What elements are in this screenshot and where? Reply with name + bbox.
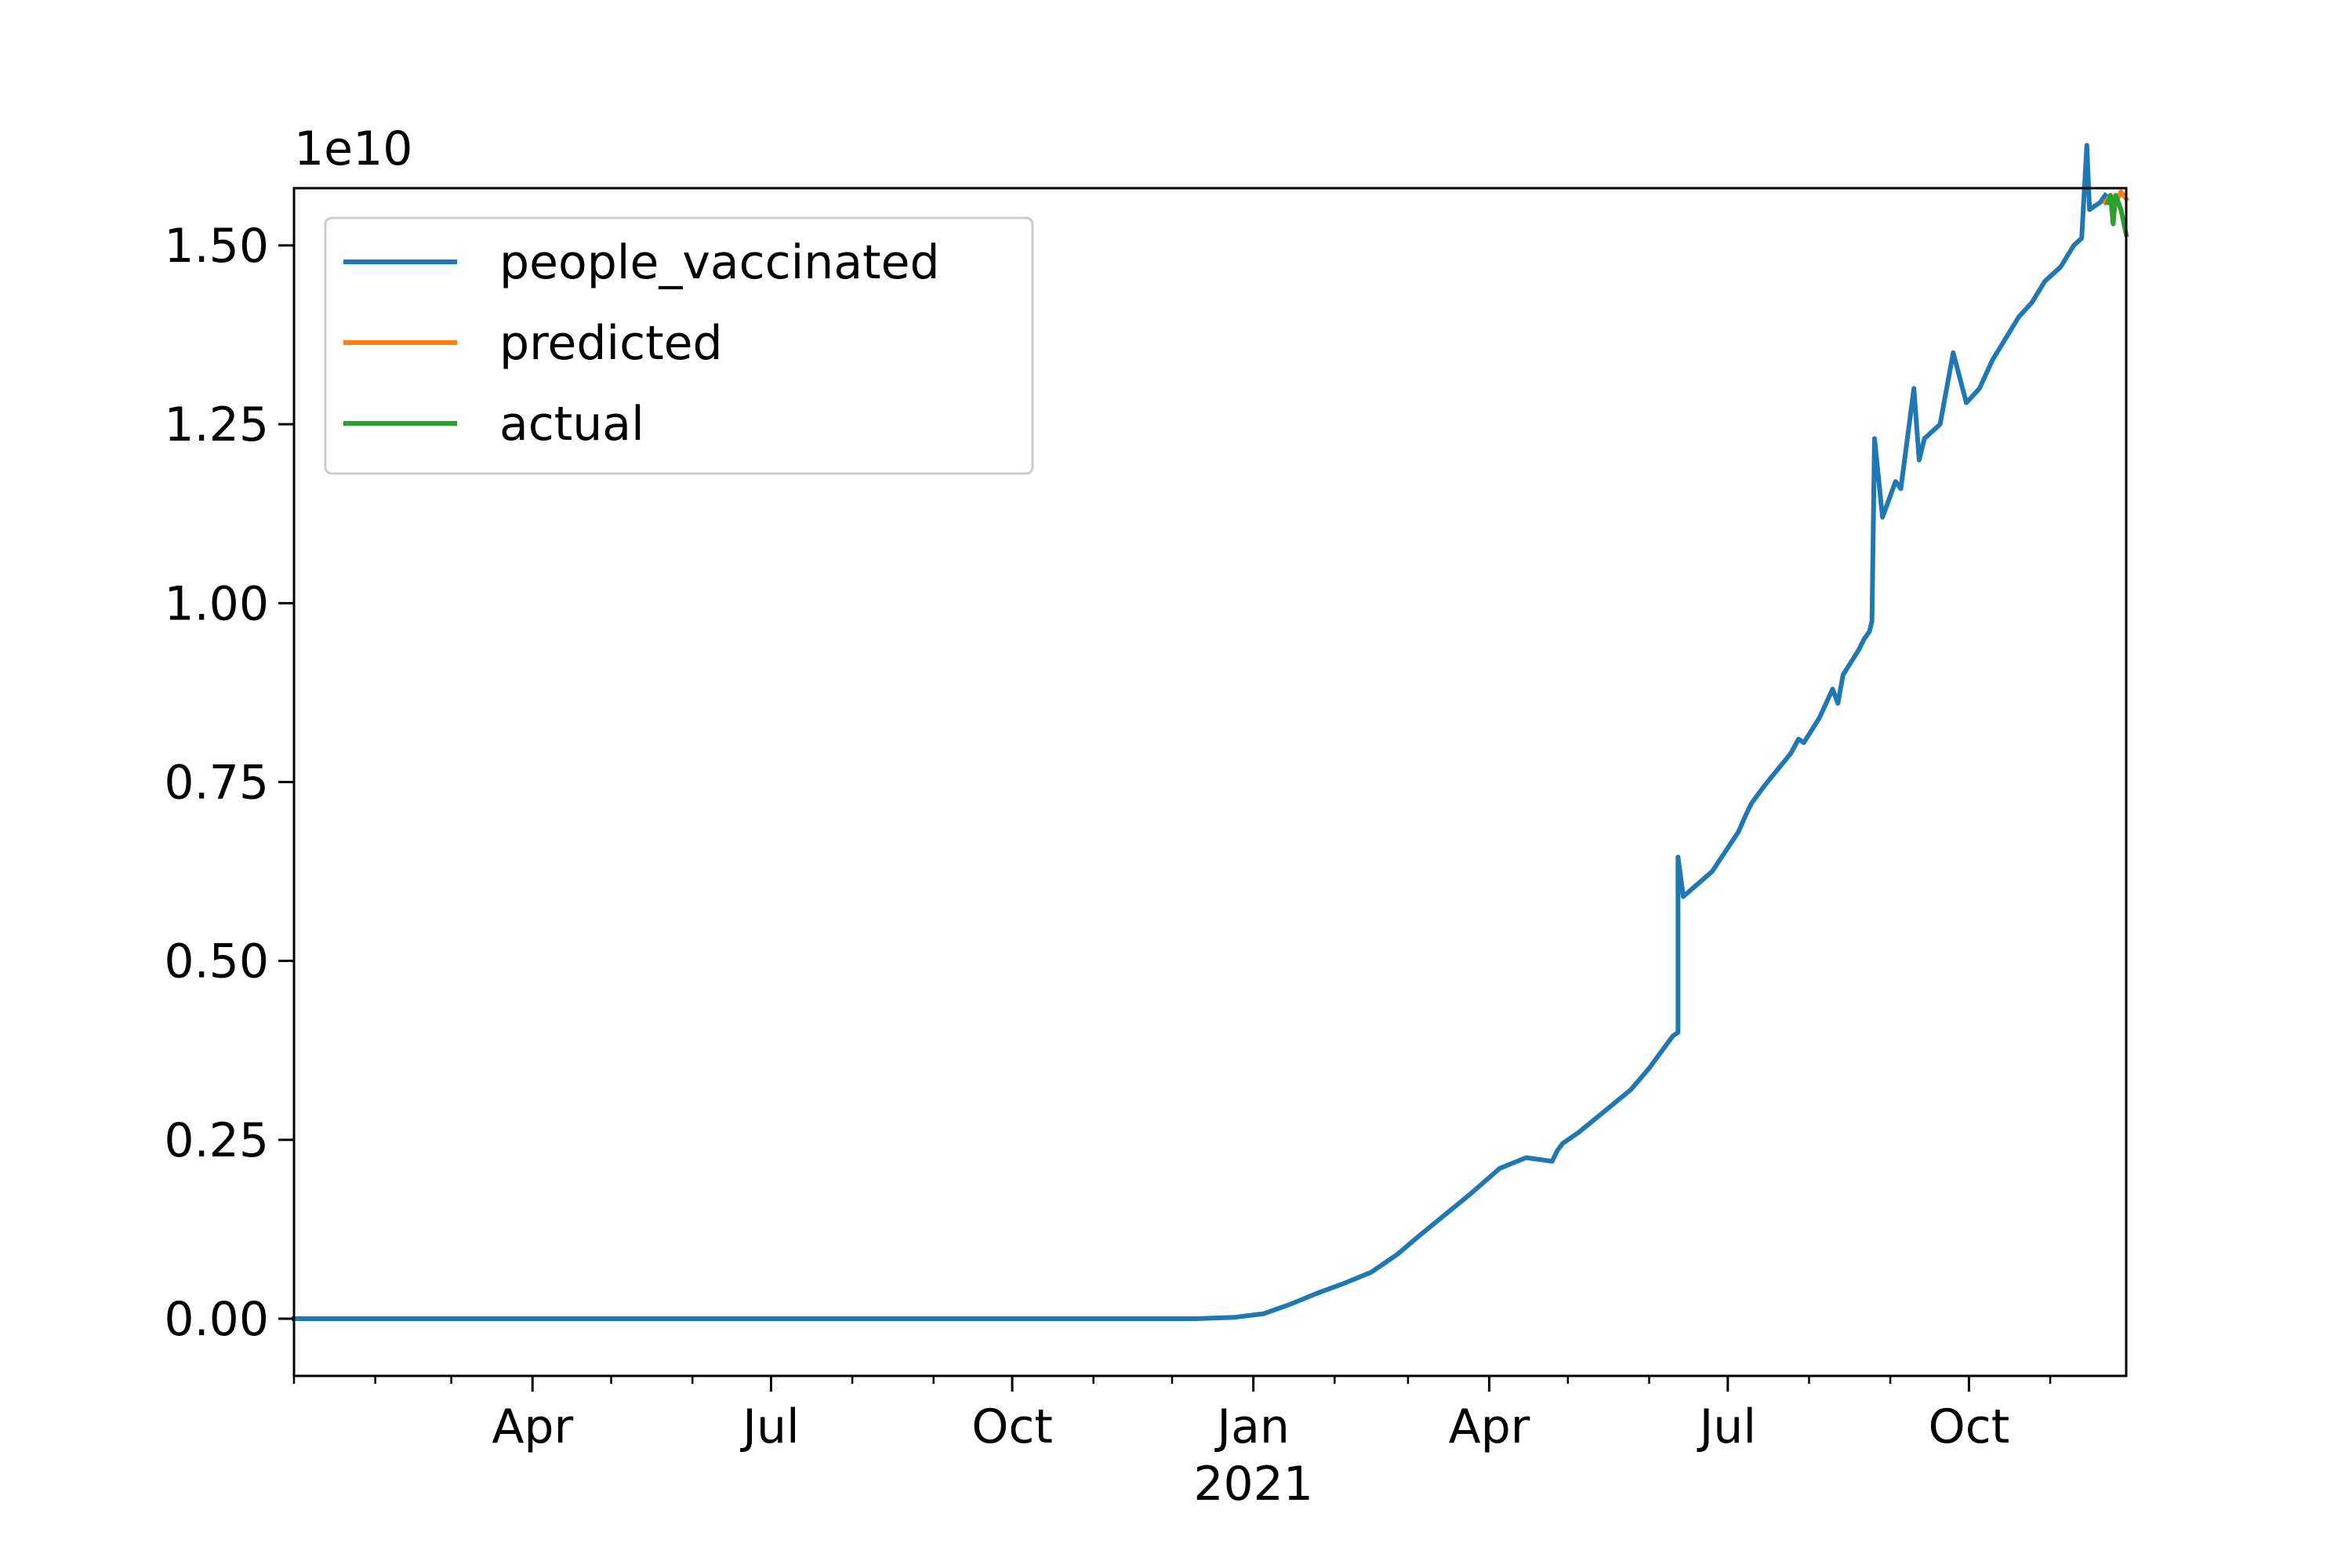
y-tick-label: 0.50 (164, 935, 269, 989)
x-tick-label: Oct (971, 1399, 1053, 1454)
legend-label-actual: actual (499, 397, 644, 452)
legend-box (324, 216, 1034, 475)
x-axis-year-label: 2021 (1193, 1457, 1313, 1512)
x-axis: Apr Jul Oct Jan Apr Jul Oct (292, 1376, 2052, 1454)
series-layer (292, 143, 2130, 1321)
y-axis: 0.00 0.25 0.50 0.75 1.00 1.25 1.50 (164, 219, 294, 1347)
x-tick-label: Apr (1449, 1399, 1530, 1454)
plot-axes: Apr Jul Oct Jan Apr Jul Oct 0.00 0.25 0.50 0.75 1.… (164, 143, 2130, 1512)
y-tick-label: 0.75 (164, 756, 269, 811)
y-tick-label: 1.50 (164, 219, 269, 274)
y-axis-scale-label: 1e10 (294, 122, 412, 176)
series-line-people-vaccinated (292, 143, 2109, 1321)
legend-items: people_vaccinated predicted actual (343, 235, 940, 452)
y-tick-label: 1.00 (164, 576, 269, 631)
x-tick-label: Jul (1697, 1399, 1756, 1454)
y-tick-label: 1.25 (164, 397, 269, 452)
legend-label-people-vaccinated: people_vaccinated (499, 235, 940, 290)
x-tick-label: Apr (492, 1399, 573, 1454)
x-tick-label: Oct (1929, 1399, 2010, 1454)
y-tick-label: 0.25 (164, 1113, 269, 1168)
x-tick-label: Jul (739, 1399, 799, 1454)
x-tick-label: Jan (1214, 1399, 1290, 1454)
series-line-actual (2104, 193, 2129, 238)
legend-label-predicted: predicted (499, 316, 723, 371)
y-tick-label: 0.00 (164, 1292, 269, 1347)
legend: people_vaccinated predicted actual (324, 216, 1034, 475)
